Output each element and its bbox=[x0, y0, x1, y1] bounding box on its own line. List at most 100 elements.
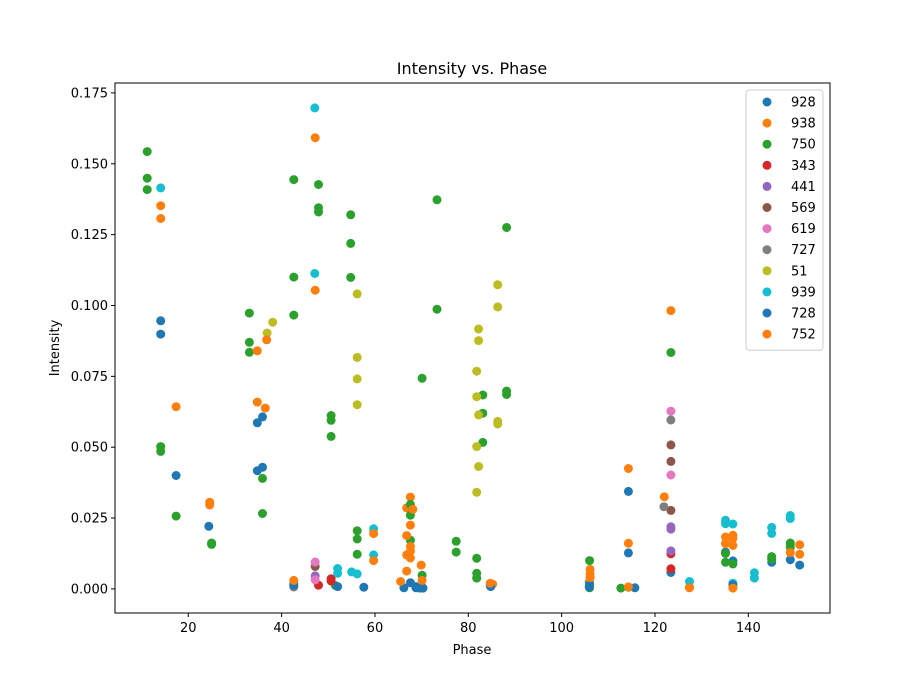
data-point bbox=[666, 440, 676, 450]
y-tick-label: 0.025 bbox=[71, 512, 108, 527]
data-point bbox=[749, 573, 759, 583]
data-point bbox=[666, 406, 676, 416]
data-point bbox=[472, 366, 482, 376]
data-point bbox=[451, 547, 461, 557]
data-point bbox=[289, 175, 299, 185]
data-point bbox=[352, 352, 362, 362]
y-axis-title: Intensity bbox=[48, 319, 63, 376]
legend-item: 343 bbox=[762, 159, 816, 174]
data-point bbox=[310, 285, 320, 295]
legend-marker bbox=[762, 224, 772, 234]
data-point bbox=[171, 511, 181, 521]
data-point bbox=[142, 173, 152, 183]
data-point bbox=[252, 397, 262, 407]
x-tick-label: 40 bbox=[273, 621, 290, 636]
data-point bbox=[405, 520, 415, 530]
y-tick-label: 0.150 bbox=[71, 157, 108, 172]
data-point bbox=[417, 373, 427, 383]
x-tick-label: 20 bbox=[180, 621, 197, 636]
data-point bbox=[432, 195, 442, 205]
x-tick-label: 80 bbox=[460, 621, 477, 636]
y-tick-label: 0.075 bbox=[71, 370, 108, 385]
x-tick-label: 140 bbox=[736, 621, 761, 636]
legend-marker bbox=[762, 97, 772, 107]
data-point bbox=[721, 532, 730, 542]
data-point bbox=[721, 557, 730, 567]
data-point bbox=[721, 519, 730, 529]
data-point bbox=[262, 335, 272, 345]
legend-marker bbox=[762, 308, 772, 318]
data-point bbox=[616, 583, 626, 593]
data-point bbox=[728, 583, 738, 593]
data-point bbox=[207, 539, 217, 549]
series-619 bbox=[310, 406, 676, 585]
legend-label: 938 bbox=[791, 117, 816, 132]
legend-item: 939 bbox=[762, 285, 816, 300]
legend-marker bbox=[762, 287, 772, 297]
data-point bbox=[666, 505, 676, 515]
data-point bbox=[785, 514, 795, 524]
data-point bbox=[142, 185, 152, 195]
data-point bbox=[474, 462, 484, 471]
data-point bbox=[666, 564, 676, 574]
data-point bbox=[204, 521, 214, 531]
legend-marker bbox=[762, 329, 772, 339]
data-point bbox=[585, 556, 595, 566]
legend-item: 51 bbox=[762, 264, 808, 279]
data-point bbox=[252, 346, 262, 356]
data-point bbox=[352, 289, 362, 299]
data-point bbox=[623, 486, 633, 496]
legend-label: 619 bbox=[791, 222, 816, 237]
data-point bbox=[721, 539, 730, 549]
data-point bbox=[418, 583, 428, 593]
data-point bbox=[289, 272, 299, 282]
data-point bbox=[472, 487, 482, 497]
data-point bbox=[244, 337, 254, 347]
data-point bbox=[728, 541, 738, 550]
y-tick-label: 0.050 bbox=[71, 441, 108, 456]
data-point bbox=[795, 560, 805, 570]
data-point bbox=[352, 549, 362, 559]
x-axis-title: Phase bbox=[453, 643, 492, 658]
chart-title: Intensity vs. Phase bbox=[397, 59, 547, 78]
data-point bbox=[623, 548, 633, 558]
data-point bbox=[795, 540, 805, 550]
data-point bbox=[142, 147, 152, 157]
legend-item: 619 bbox=[762, 222, 816, 237]
data-point bbox=[314, 207, 323, 217]
legend-marker bbox=[762, 160, 772, 170]
data-point bbox=[289, 310, 299, 320]
data-point bbox=[346, 238, 356, 248]
data-point bbox=[369, 529, 379, 539]
legend-item: 938 bbox=[762, 117, 816, 132]
data-point bbox=[666, 546, 676, 556]
data-point bbox=[326, 415, 336, 425]
data-point bbox=[785, 548, 795, 558]
legend-marker bbox=[762, 203, 772, 212]
data-point bbox=[258, 462, 267, 472]
legend: 928 938 750 343 441 569 619 727 51 939 728 752 bbox=[745, 89, 824, 351]
data-point bbox=[262, 328, 272, 338]
legend-box bbox=[745, 89, 824, 351]
data-point bbox=[795, 549, 805, 559]
legend-item: 727 bbox=[762, 243, 816, 258]
data-point bbox=[472, 573, 482, 583]
data-point bbox=[417, 575, 427, 585]
y-axis: 0.000 0.025 0.050 0.075 0.100 0.125 0.150 0.175 bbox=[71, 86, 115, 597]
data-point bbox=[326, 576, 336, 586]
legend-label: 928 bbox=[791, 96, 816, 111]
data-point bbox=[728, 530, 738, 540]
data-point bbox=[352, 526, 362, 536]
data-point bbox=[326, 431, 336, 441]
legend-label: 750 bbox=[791, 138, 816, 153]
legend-label: 728 bbox=[791, 307, 816, 322]
data-point bbox=[405, 546, 415, 556]
data-point bbox=[493, 280, 503, 290]
data-point bbox=[728, 559, 738, 569]
data-point bbox=[474, 324, 484, 334]
legend-item: 728 bbox=[762, 307, 816, 322]
data-point bbox=[310, 269, 320, 278]
data-point bbox=[352, 400, 362, 410]
series-752 bbox=[252, 335, 805, 593]
